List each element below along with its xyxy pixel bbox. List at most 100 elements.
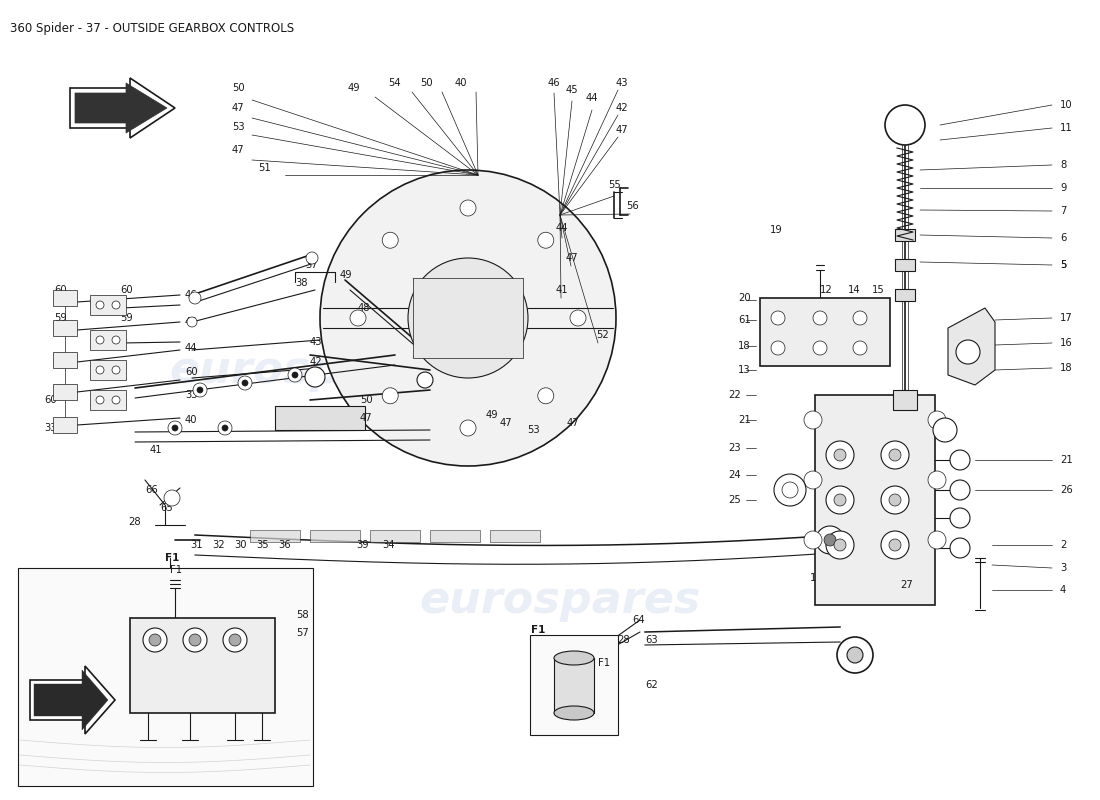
Text: 19: 19 (770, 225, 783, 235)
Text: 54: 54 (388, 78, 400, 88)
Text: 41: 41 (556, 285, 569, 295)
Bar (310, 530, 360, 542)
Text: 47: 47 (360, 413, 373, 423)
Circle shape (112, 366, 120, 374)
Circle shape (928, 411, 946, 429)
Circle shape (223, 628, 248, 652)
Text: 40: 40 (310, 376, 322, 386)
Circle shape (933, 418, 957, 442)
Text: 5: 5 (1060, 260, 1066, 270)
Text: 35: 35 (256, 540, 268, 550)
Bar (895, 229, 915, 241)
Text: 44: 44 (586, 93, 598, 103)
Text: 31: 31 (190, 540, 202, 550)
Text: 39: 39 (356, 540, 369, 550)
Text: 2: 2 (1060, 540, 1066, 550)
Circle shape (804, 471, 822, 489)
Text: 38: 38 (295, 278, 308, 288)
Text: 47: 47 (232, 145, 244, 155)
Bar (275, 406, 365, 430)
Bar (90, 390, 126, 410)
Text: 67: 67 (882, 450, 894, 460)
Text: 47: 47 (566, 253, 579, 263)
Text: 40: 40 (455, 78, 468, 88)
Circle shape (187, 317, 197, 327)
Bar (250, 530, 300, 542)
Circle shape (292, 372, 298, 378)
Circle shape (222, 425, 228, 431)
Text: 32: 32 (212, 540, 224, 550)
Text: F1: F1 (165, 553, 179, 563)
Circle shape (96, 366, 104, 374)
Text: 57: 57 (296, 628, 309, 638)
Polygon shape (30, 666, 116, 734)
Polygon shape (34, 670, 108, 730)
Text: 43: 43 (616, 78, 628, 88)
Text: 36: 36 (278, 540, 290, 550)
Circle shape (417, 372, 433, 388)
Text: 47: 47 (500, 418, 513, 428)
Bar (895, 259, 915, 271)
Circle shape (189, 634, 201, 646)
Text: 61: 61 (738, 315, 750, 325)
Text: 8: 8 (1060, 160, 1066, 170)
Circle shape (771, 341, 785, 355)
Circle shape (881, 531, 909, 559)
Circle shape (570, 310, 586, 326)
Circle shape (238, 376, 252, 390)
Circle shape (197, 387, 204, 393)
Text: 27: 27 (900, 580, 913, 590)
Text: 43: 43 (310, 337, 322, 347)
Bar (90, 295, 126, 315)
Bar (90, 330, 126, 350)
Circle shape (192, 383, 207, 397)
Circle shape (852, 341, 867, 355)
Text: 46: 46 (185, 290, 198, 300)
Circle shape (956, 340, 980, 364)
Text: 44: 44 (556, 223, 569, 233)
Circle shape (782, 482, 797, 498)
Text: 16: 16 (1060, 338, 1072, 348)
Text: 63: 63 (645, 635, 658, 645)
Text: 50: 50 (420, 78, 432, 88)
Text: eurospares: eurospares (169, 349, 451, 391)
Text: 24: 24 (728, 470, 740, 480)
Circle shape (183, 628, 207, 652)
Text: 28: 28 (128, 517, 141, 527)
Text: 49: 49 (340, 270, 353, 280)
Circle shape (112, 336, 120, 344)
Circle shape (852, 311, 867, 325)
Circle shape (242, 380, 248, 386)
Circle shape (847, 647, 864, 663)
Text: 5: 5 (1060, 260, 1066, 270)
Circle shape (189, 292, 201, 304)
Circle shape (148, 634, 161, 646)
Circle shape (771, 311, 785, 325)
Text: 56: 56 (626, 201, 639, 211)
Bar (815, 395, 935, 605)
Circle shape (950, 538, 970, 558)
Circle shape (889, 539, 901, 551)
Text: 48: 48 (358, 303, 371, 313)
Text: 21: 21 (1060, 455, 1072, 465)
Text: 12: 12 (820, 285, 833, 295)
Circle shape (824, 534, 836, 546)
Text: 18: 18 (1060, 363, 1072, 373)
Circle shape (804, 411, 822, 429)
Text: 4: 4 (1060, 585, 1066, 595)
Text: 14: 14 (848, 285, 860, 295)
Text: 58: 58 (296, 610, 309, 620)
Circle shape (928, 471, 946, 489)
Bar (53, 384, 77, 400)
Text: 20: 20 (738, 293, 750, 303)
Bar (412, 278, 522, 358)
Bar (130, 618, 275, 713)
Circle shape (460, 200, 476, 216)
Bar (490, 530, 540, 542)
Text: 33: 33 (185, 390, 198, 400)
Bar (760, 298, 890, 366)
Text: 9: 9 (1060, 183, 1066, 193)
Circle shape (950, 450, 970, 470)
Bar (893, 390, 917, 410)
Ellipse shape (554, 706, 594, 720)
